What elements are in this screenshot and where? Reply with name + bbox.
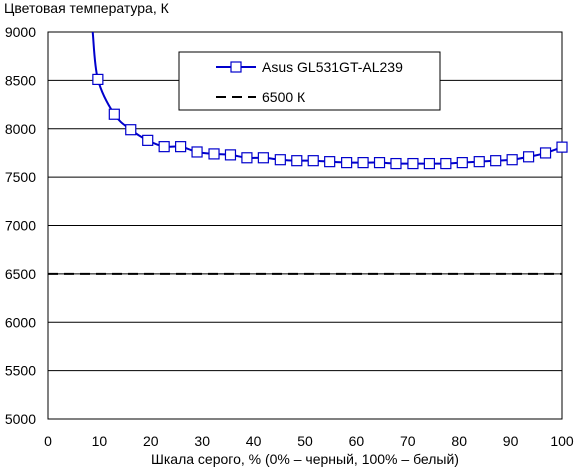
data-point-asus	[224, 149, 237, 161]
x-axis-label: Шкала серого, % (0% – черный, 100% – бел…	[151, 451, 459, 467]
legend: Asus GL531GT-AL239 6500 К	[178, 51, 441, 111]
y-tick-label: 9000	[5, 24, 36, 40]
data-point-asus	[291, 155, 303, 167]
data-point-asus	[92, 73, 104, 86]
legend-label-asus: Asus GL531GT-AL239	[262, 59, 403, 75]
data-point-asus	[539, 147, 552, 159]
x-tick-label: 30	[194, 433, 210, 449]
y-axis-tick-labels: 5000 5500 6000 6500 7000 7500 8000 8500 9000	[5, 24, 36, 427]
x-tick-label: 70	[400, 433, 416, 449]
x-tick-label: 100	[550, 433, 574, 449]
legend-label-6500k: 6500 К	[262, 89, 306, 105]
legend-marker-asus	[230, 61, 242, 73]
data-point-asus	[407, 157, 419, 170]
legend-box	[178, 51, 441, 111]
plot-area-frame	[47, 31, 563, 420]
x-tick-label: 80	[451, 433, 467, 449]
series-layer	[48, 31, 568, 275]
data-point-asus	[324, 156, 336, 168]
data-point-asus	[274, 154, 286, 166]
x-tick-label: 50	[297, 433, 313, 449]
data-point-asus	[506, 154, 518, 166]
data-point-asus	[357, 157, 369, 169]
x-axis-tick-labels: 0 10 20 30 40 50 60 70 80 90 100	[44, 433, 574, 449]
data-point-asus	[440, 157, 452, 170]
data-point-asus	[125, 124, 137, 136]
y-tick-label: 6500	[5, 266, 36, 282]
x-tick-label: 60	[349, 433, 365, 449]
y-tick-label: 7500	[5, 169, 36, 185]
data-point-asus	[556, 141, 568, 153]
data-point-asus	[373, 157, 386, 169]
y-axis-label: Цветовая температура, К	[4, 0, 170, 16]
data-point-asus	[158, 141, 170, 153]
data-point-asus	[142, 134, 154, 146]
data-point-asus	[423, 157, 435, 170]
data-point-asus	[456, 157, 468, 169]
data-point-asus	[390, 157, 402, 170]
data-point-asus	[307, 155, 319, 167]
data-point-asus	[257, 152, 269, 164]
data-point-asus	[108, 108, 120, 120]
data-point-asus	[522, 151, 535, 163]
data-point-asus	[241, 152, 253, 164]
data-point-asus	[191, 146, 203, 158]
y-tick-label: 6000	[5, 314, 36, 330]
x-tick-label: 40	[246, 433, 262, 449]
data-point-asus	[175, 141, 187, 153]
data-point-asus	[208, 148, 220, 160]
data-point-asus	[473, 156, 485, 168]
data-point-asus	[341, 157, 353, 169]
y-tick-label: 5000	[5, 411, 36, 427]
x-tick-label: 10	[92, 433, 108, 449]
data-point-asus	[490, 155, 502, 167]
y-tick-label: 7000	[5, 218, 36, 234]
x-tick-label: 0	[44, 433, 52, 449]
x-tick-label: 20	[143, 433, 159, 449]
y-tick-label: 8500	[5, 72, 36, 88]
x-tick-label: 90	[503, 433, 519, 449]
y-tick-label: 5500	[5, 363, 36, 379]
y-tick-label: 8000	[5, 121, 36, 137]
